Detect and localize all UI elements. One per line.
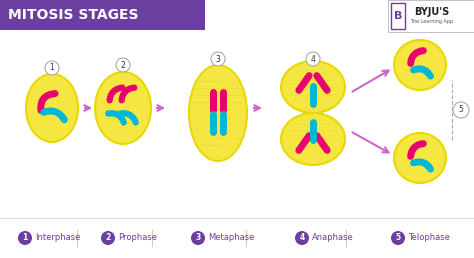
Circle shape bbox=[453, 102, 469, 118]
Text: Telophase: Telophase bbox=[408, 233, 450, 243]
Text: Prophase: Prophase bbox=[118, 233, 157, 243]
Circle shape bbox=[101, 231, 115, 245]
Text: 1: 1 bbox=[50, 63, 55, 72]
Text: 4: 4 bbox=[300, 233, 305, 243]
Text: MITOSIS STAGES: MITOSIS STAGES bbox=[8, 8, 138, 22]
Text: 2: 2 bbox=[105, 233, 110, 243]
Text: 3: 3 bbox=[195, 233, 201, 243]
Circle shape bbox=[191, 231, 205, 245]
Bar bbox=[391, 3, 405, 29]
Circle shape bbox=[391, 231, 405, 245]
Text: The Learning App: The Learning App bbox=[410, 19, 454, 23]
Ellipse shape bbox=[26, 74, 78, 142]
Text: 5: 5 bbox=[458, 106, 464, 115]
Circle shape bbox=[295, 231, 309, 245]
Ellipse shape bbox=[95, 72, 151, 144]
Text: Anaphase: Anaphase bbox=[312, 233, 354, 243]
Text: 3: 3 bbox=[216, 54, 220, 63]
Circle shape bbox=[211, 52, 225, 66]
Circle shape bbox=[18, 231, 32, 245]
Ellipse shape bbox=[281, 61, 345, 113]
Text: Interphase: Interphase bbox=[35, 233, 81, 243]
Text: 5: 5 bbox=[395, 233, 401, 243]
Circle shape bbox=[116, 58, 130, 72]
Text: 4: 4 bbox=[310, 54, 315, 63]
Circle shape bbox=[45, 61, 59, 75]
Bar bbox=[0, 0, 205, 30]
Text: 2: 2 bbox=[120, 60, 126, 69]
Bar bbox=[388, 0, 474, 32]
Ellipse shape bbox=[394, 40, 446, 90]
Ellipse shape bbox=[394, 133, 446, 183]
Text: BYJU'S: BYJU'S bbox=[414, 7, 450, 17]
Circle shape bbox=[306, 52, 320, 66]
Ellipse shape bbox=[281, 113, 345, 165]
Ellipse shape bbox=[189, 65, 247, 161]
Text: Metaphase: Metaphase bbox=[208, 233, 255, 243]
Text: 1: 1 bbox=[22, 233, 27, 243]
Text: B: B bbox=[394, 11, 402, 21]
